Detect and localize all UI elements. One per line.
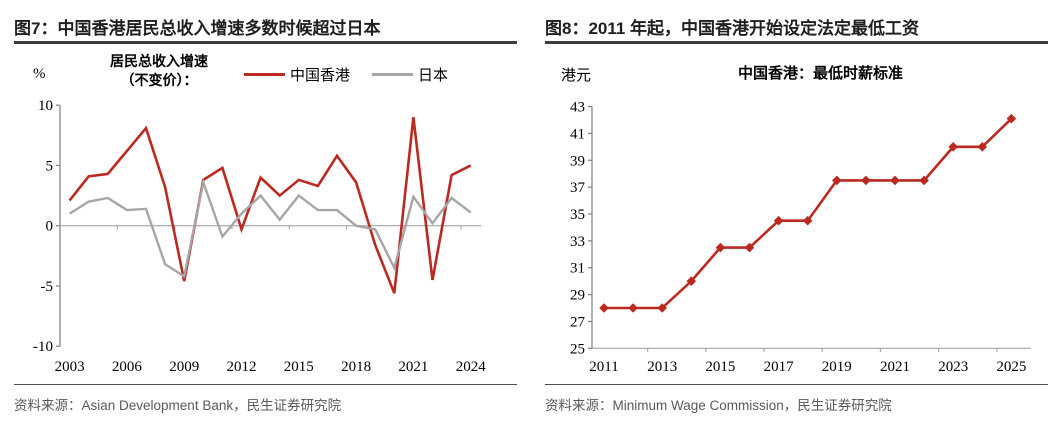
x-tick-label: 2012 bbox=[227, 359, 257, 375]
legend-label-hongkong: 中国香港 bbox=[290, 67, 351, 84]
data-point-marker bbox=[948, 142, 958, 152]
y-tick-label: 41 bbox=[570, 126, 585, 142]
y-tick-label: 5 bbox=[46, 158, 54, 174]
data-point-marker bbox=[628, 303, 638, 313]
x-tick-label: 2015 bbox=[705, 359, 735, 375]
series-line-1 bbox=[68, 177, 472, 279]
figure8-title-underline bbox=[545, 41, 1048, 44]
legend-title: 居民总收入增速 （不变价）： bbox=[110, 55, 208, 89]
figure8-source-note: 资料来源：Minimum Wage Commission，民生证券研究院 bbox=[545, 398, 892, 413]
y-tick-label: -5 bbox=[41, 279, 54, 295]
x-tick-label: 2023 bbox=[938, 359, 968, 375]
y-tick-label: 31 bbox=[570, 261, 585, 277]
data-point-marker bbox=[773, 215, 784, 226]
y-tick-label: 35 bbox=[570, 207, 585, 223]
figure7-title: 图7：中国香港居民总收入增速多数时候超过日本 bbox=[14, 19, 381, 38]
data-point-marker bbox=[832, 175, 842, 186]
legend: 中国香港 日本 bbox=[244, 60, 448, 88]
legend-line-swatch-japan bbox=[372, 72, 414, 76]
y-tick-label: 39 bbox=[570, 153, 585, 169]
y-tick-label: 33 bbox=[570, 234, 585, 250]
x-tick-label: 2006 bbox=[112, 359, 143, 375]
y-axis-unit-label: % bbox=[33, 66, 46, 82]
x-tick-label: 2019 bbox=[822, 359, 852, 375]
data-point-marker bbox=[890, 175, 900, 186]
x-tick-label: 2024 bbox=[456, 359, 487, 375]
figure7-source-note: 资料来源：Asian Development Bank，民生证券研究院 bbox=[14, 398, 342, 413]
y-tick-label: 37 bbox=[570, 180, 586, 196]
chart-inner-title: 中国香港：最低时薪标准 bbox=[737, 66, 903, 82]
figure8-footer-divider bbox=[545, 384, 1048, 385]
figure7-footer-divider bbox=[14, 384, 517, 385]
y-tick-label: -10 bbox=[33, 339, 53, 355]
y-tick-label: 29 bbox=[570, 288, 585, 304]
data-point-marker bbox=[715, 242, 726, 253]
data-point-marker bbox=[919, 175, 929, 186]
x-tick-label: 2009 bbox=[169, 359, 199, 375]
figure8-title: 图8：2011 年起，中国香港开始设定法定最低工资 bbox=[545, 19, 920, 38]
data-point-marker bbox=[686, 276, 697, 286]
data-point-marker bbox=[599, 303, 609, 313]
data-point-marker bbox=[977, 142, 988, 152]
x-tick-label: 2018 bbox=[341, 359, 371, 375]
x-tick-label: 2021 bbox=[398, 359, 428, 375]
series-line-0 bbox=[68, 117, 472, 294]
x-tick-label: 2015 bbox=[284, 359, 314, 375]
legend-line-swatch-hongkong bbox=[244, 72, 285, 76]
data-point-marker bbox=[802, 215, 813, 226]
x-tick-label: 2013 bbox=[647, 359, 677, 375]
x-tick-label: 2017 bbox=[764, 359, 795, 375]
figure7-panel: 图7：中国香港居民总收入增速多数时候超过日本 % 居民总收入增速 （不变价）： … bbox=[14, 19, 517, 413]
y-tick-label: 25 bbox=[570, 341, 585, 357]
x-tick-label: 2025 bbox=[996, 359, 1026, 375]
y-axis-unit-label: 港元 bbox=[561, 68, 592, 84]
data-point-marker bbox=[657, 303, 667, 313]
figure8-panel: 图8：2011 年起，中国香港开始设定法定最低工资 港元 中国香港：最低时薪标准… bbox=[531, 0, 1062, 426]
data-point-marker bbox=[1006, 113, 1017, 124]
x-tick-label: 2021 bbox=[880, 359, 910, 375]
legend-label-japan: 日本 bbox=[418, 67, 449, 84]
y-tick-label: 43 bbox=[570, 100, 585, 116]
x-tick-label: 2003 bbox=[55, 359, 85, 375]
y-tick-label: 0 bbox=[46, 219, 54, 235]
y-tick-label: 10 bbox=[38, 98, 53, 114]
y-tick-label: 27 bbox=[570, 314, 586, 330]
data-point-marker bbox=[861, 175, 871, 186]
x-tick-label: 2011 bbox=[589, 359, 618, 375]
figure7-title-underline bbox=[14, 41, 517, 44]
